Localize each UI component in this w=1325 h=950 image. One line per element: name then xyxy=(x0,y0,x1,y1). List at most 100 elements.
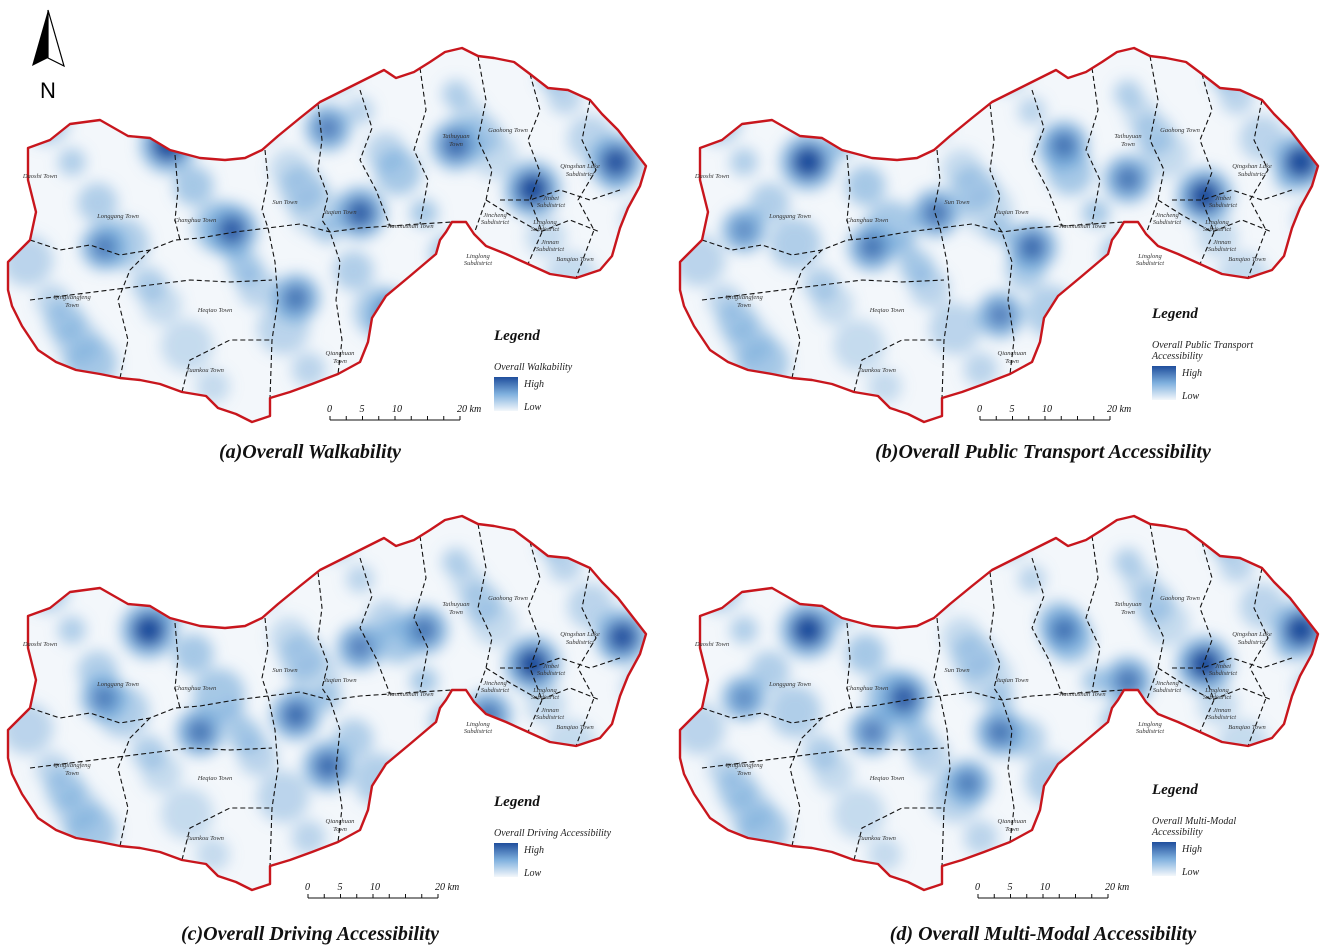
accessibility-patch xyxy=(1210,63,1238,91)
accessibility-hotspot-core xyxy=(217,215,247,245)
district-boundary xyxy=(413,67,429,225)
scale-bar: 0 5 10 20 km xyxy=(975,882,1129,899)
panel-title: (a)Overall Walkability xyxy=(219,441,401,463)
accessibility-hotspot-core xyxy=(1051,617,1077,643)
place-label: Town xyxy=(65,770,79,777)
accessibility-patch xyxy=(1059,803,1094,838)
district-boundary xyxy=(485,199,601,233)
place-label: Town xyxy=(449,141,463,148)
accessibility-patch xyxy=(845,633,886,674)
county-boundary xyxy=(678,514,1320,892)
legend-title: Legend xyxy=(493,794,540,810)
accessibility-patch xyxy=(279,634,326,681)
accessibility-hotspot-core xyxy=(1051,132,1077,158)
place-label: Yuqian Town xyxy=(995,209,1028,216)
accessibility-patch xyxy=(99,48,134,81)
accessibility-hotspot-core xyxy=(348,635,372,659)
accessibility-patch xyxy=(1239,115,1286,162)
accessibility-patch xyxy=(749,182,790,223)
county-boundary xyxy=(6,46,648,424)
accessibility-patch xyxy=(609,821,646,874)
place-label: Subdistrict xyxy=(1136,728,1164,735)
accessibility-patch xyxy=(1082,667,1110,695)
accessibility-hotspot-core xyxy=(516,648,549,680)
accessibility-patch xyxy=(680,48,694,74)
accessibility-hotspot-core xyxy=(889,683,919,713)
place-label: Taihuyuan xyxy=(442,601,469,608)
place-label: Changhua Town xyxy=(174,685,217,692)
accessibility-patch xyxy=(195,369,230,404)
place-label: Linglong xyxy=(465,253,490,260)
place-label: Town xyxy=(1121,141,1135,148)
place-label: Town xyxy=(449,609,463,616)
district-boundary xyxy=(1247,99,1269,279)
district-boundary xyxy=(846,154,853,241)
accessibility-patch xyxy=(730,616,758,644)
accessibility-patch xyxy=(887,532,934,579)
accessibility-hotspot-core xyxy=(859,234,885,260)
place-label: Tianmushan Town xyxy=(386,223,433,230)
accessibility-patch xyxy=(1079,838,1126,885)
legend-subtitle: Overall Walkability xyxy=(494,362,573,373)
district-boundary xyxy=(117,717,151,847)
district-boundary xyxy=(473,55,493,235)
place-label: Gaohong Town xyxy=(488,595,528,602)
accessibility-patch xyxy=(1059,335,1094,370)
place-label: Qingliangfeng xyxy=(53,294,91,301)
accessibility-patch xyxy=(909,735,950,776)
panel-title: (d) Overall Multi-Modal Accessibility xyxy=(890,923,1197,945)
accessibility-hotspot-core xyxy=(1188,648,1221,680)
place-label: Town xyxy=(737,302,751,309)
place-label: Subdistrict xyxy=(537,202,565,209)
accessibility-patch xyxy=(695,566,742,613)
place-label: Subdistrict xyxy=(1153,687,1181,694)
place-label: Jinnan xyxy=(541,239,559,246)
accessibility-hotspot-core xyxy=(1284,614,1317,646)
accessibility-patch xyxy=(833,787,886,840)
accessibility-patch xyxy=(8,516,22,542)
accessibility-patch xyxy=(161,319,214,372)
district-boundary xyxy=(181,339,272,393)
district-boundary xyxy=(846,622,853,709)
place-label: Sun Town xyxy=(944,667,969,674)
district-boundary xyxy=(473,523,493,703)
scale-bar-label: 10 xyxy=(1040,882,1050,893)
place-label: Town xyxy=(65,302,79,309)
place-label: Subdistrict xyxy=(537,670,565,677)
accessibility-patch xyxy=(119,81,166,128)
district-boundary xyxy=(789,249,823,379)
accessibility-patch xyxy=(1271,804,1318,851)
accessibility-hotspot-core xyxy=(314,752,342,780)
place-label: Yuqian Town xyxy=(323,209,356,216)
place-label: Subdistrict xyxy=(1208,246,1236,253)
accessibility-patch xyxy=(567,583,614,630)
place-label: Heqiao Town xyxy=(197,775,233,782)
place-label: Tuankou Town xyxy=(858,367,896,374)
place-label: Changhua Town xyxy=(846,217,889,224)
legend-title: Legend xyxy=(1151,782,1198,798)
accessibility-patch xyxy=(1251,769,1286,804)
place-label: Daoshi Town xyxy=(22,641,57,648)
place-label: Linglong xyxy=(532,219,557,226)
place-label: Taihuyuan xyxy=(1114,133,1141,140)
place-label: Taihuyuan xyxy=(1114,601,1141,608)
accessibility-patch xyxy=(1143,600,1190,647)
accessibility-patch xyxy=(986,684,1014,712)
place-label: Jincheng xyxy=(1155,680,1179,687)
place-label: Jincheng xyxy=(483,212,507,219)
accessibility-patch xyxy=(579,769,614,804)
place-label: Subdistrict xyxy=(1136,260,1164,267)
accessibility-patch xyxy=(737,804,790,857)
scale-bar-label: 10 xyxy=(370,882,380,893)
accessibility-patch xyxy=(65,336,118,389)
legend-color-ramp xyxy=(1152,842,1176,876)
accessibility-patch xyxy=(99,516,134,549)
legend-subtitle: Overall Public Transport xyxy=(1152,340,1253,351)
place-label: Subdistrict xyxy=(1209,670,1237,677)
district-boundary xyxy=(1157,667,1273,701)
place-label: Sun Town xyxy=(272,199,297,206)
accessibility-patch xyxy=(58,148,86,176)
accessibility-patch xyxy=(1219,548,1254,583)
place-label: Jinbei xyxy=(543,663,559,670)
